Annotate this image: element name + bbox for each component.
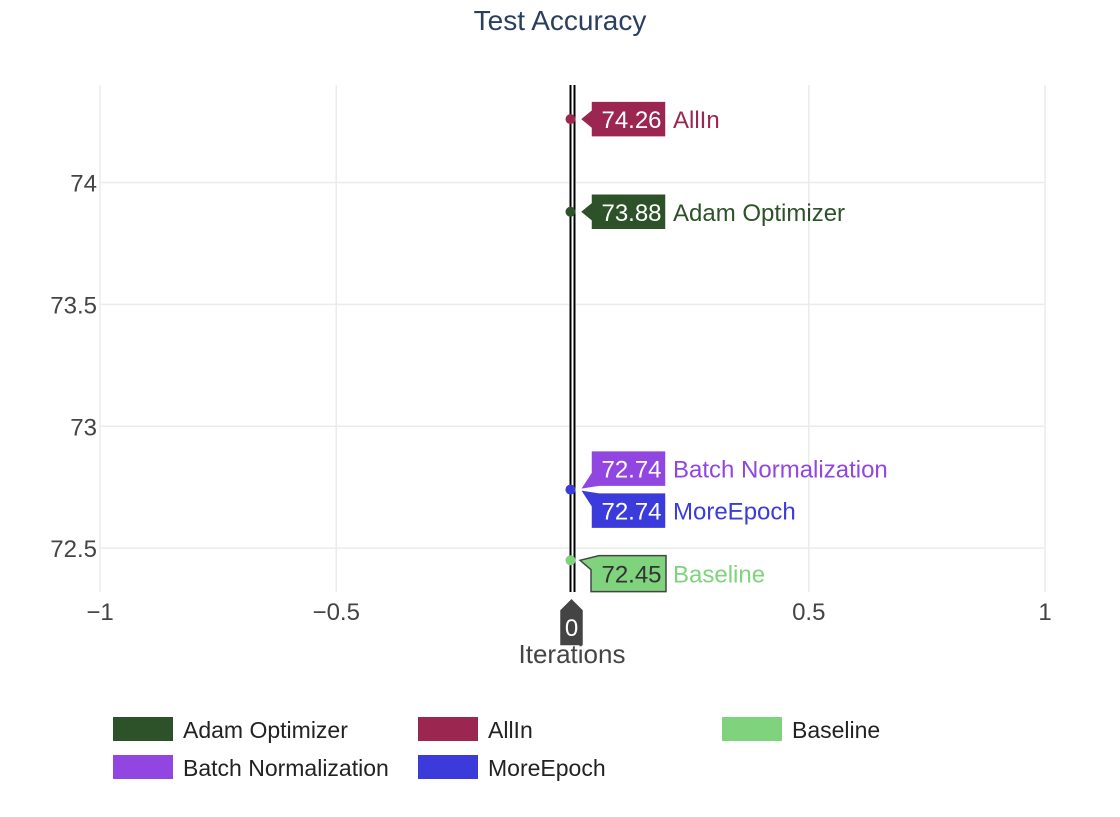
x-hover-label-box — [558, 596, 585, 647]
legend-swatch-batch-normalization — [113, 755, 173, 779]
hover-label-value-adam-optimizer: 73.88 — [601, 200, 661, 227]
hover-label-name-allin: AllIn — [673, 107, 720, 134]
legend-label-adam-optimizer: Adam Optimizer — [183, 717, 348, 743]
data-point-allin[interactable] — [565, 114, 576, 125]
hover-label-value-allin: 74.26 — [601, 107, 661, 134]
x-tick-label-1: 1 — [1038, 599, 1051, 626]
x-tick-label-0-5: −0.5 — [313, 599, 360, 626]
y-tick-label-73: 73 — [70, 414, 97, 441]
hover-label-box-moreepoch — [578, 488, 667, 530]
data-point-adam-optimizer[interactable] — [565, 206, 576, 217]
hover-label-name-baseline: Baseline — [673, 562, 765, 589]
x-tick-label-0-5: 0.5 — [792, 599, 825, 626]
hover-label-box-allin — [578, 100, 667, 138]
x-hover-label-value: 0 — [565, 615, 578, 642]
y-tick-label-73-5: 73.5 — [50, 292, 97, 319]
x-axis-ticks: −1 −0.5 0.5 1 — [86, 599, 1051, 626]
hover-label-box-baseline — [578, 554, 667, 593]
x-tick-label-1: −1 — [86, 599, 113, 626]
data-point-baseline[interactable] — [565, 555, 576, 566]
legend-item-allin[interactable]: AllIn — [418, 717, 533, 743]
hover-label-value-moreepoch: 72.74 — [601, 499, 661, 526]
legend: Adam Optimizer AllIn Baseline Batch Normali… — [113, 717, 880, 781]
hover-label-value-baseline: 72.45 — [601, 562, 661, 589]
data-point-moreepoch[interactable] — [565, 484, 576, 495]
legend-label-moreepoch: MoreEpoch — [488, 755, 606, 781]
y-tick-label-74: 74 — [70, 171, 97, 198]
legend-item-moreepoch[interactable]: MoreEpoch — [418, 755, 606, 781]
legend-label-allin: AllIn — [488, 717, 533, 743]
hover-label-box-adam-optimizer — [578, 193, 667, 231]
data-points — [565, 114, 576, 566]
hover-label-value-batch-normalization: 72.74 — [601, 457, 661, 484]
legend-swatch-adam-optimizer — [113, 717, 173, 741]
legend-item-baseline[interactable]: Baseline — [722, 717, 880, 743]
x-axis-title: Iterations — [519, 639, 626, 669]
hover-label-name-batch-normalization: Batch Normalization — [673, 457, 888, 484]
hover-label-name-adam-optimizer: Adam Optimizer — [673, 200, 845, 227]
hover-label-name-moreepoch: MoreEpoch — [673, 499, 796, 526]
hover-label-box-batch-normalization — [578, 449, 667, 491]
legend-swatch-moreepoch — [418, 755, 478, 779]
hover-labels: 74.26 AllIn 73.88 Adam Optimizer 72.74 Batch … — [558, 100, 888, 647]
legend-label-batch-normalization: Batch Normalization — [183, 755, 389, 781]
legend-swatch-allin — [418, 717, 478, 741]
y-tick-label-72-5: 72.5 — [50, 536, 97, 563]
legend-label-baseline: Baseline — [792, 717, 880, 743]
y-axis-ticks: 72.5 73 73.5 74 — [50, 171, 97, 564]
legend-item-batch-normalization[interactable]: Batch Normalization — [113, 755, 389, 781]
chart-title: Test Accuracy — [474, 5, 647, 36]
legend-item-adam-optimizer[interactable]: Adam Optimizer — [113, 717, 348, 743]
legend-swatch-baseline — [722, 717, 782, 741]
